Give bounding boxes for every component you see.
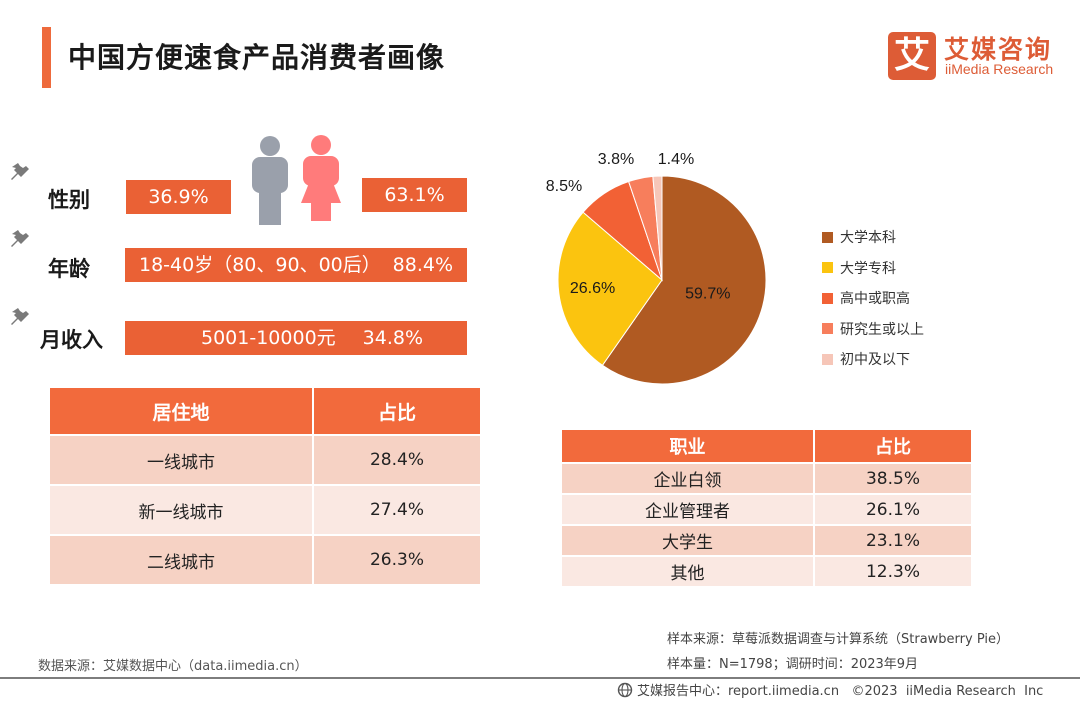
table-row: 大学生 23.1% <box>562 526 971 555</box>
iimedia-logo: 艾 艾媒咨询 iiMedia Research <box>888 32 1068 82</box>
data-source-note: 数据来源：艾媒数据中心（data.iimedia.cn） <box>38 659 308 674</box>
legend-label: 初中及以下 <box>840 352 910 369</box>
age-bar: 18-40岁（80、90、00后） 88.4% <box>125 248 467 282</box>
male-percentage-bar: 36.9% <box>126 180 231 214</box>
table-row: 其他 12.3% <box>562 557 971 586</box>
female-percentage-bar: 63.1% <box>362 178 467 212</box>
legend-swatch <box>822 353 833 365</box>
pie-slice-2 <box>557 211 663 366</box>
occupation-share: 23.1% <box>815 526 971 555</box>
pushpin-icon <box>11 308 29 325</box>
logo-en-text: iiMedia Research <box>945 61 1054 77</box>
residence-share: 26.3% <box>314 536 480 584</box>
title-accent-bar <box>42 27 51 88</box>
occupation-name: 企业管理者 <box>562 495 813 524</box>
pushpin-icon <box>11 230 29 247</box>
residence-header-share: 占比 <box>314 388 480 434</box>
logo-cn-text: 艾媒咨询 <box>944 35 1053 64</box>
legend-item: 高中或职高 <box>822 283 924 314</box>
legend-item: 大学本科 <box>822 222 924 253</box>
age-percentage: 88.4% <box>392 254 453 276</box>
income-label: 月收入 <box>40 328 103 352</box>
table-row: 企业管理者 26.1% <box>562 495 971 524</box>
income-percentage: 34.8% <box>362 327 423 349</box>
occupation-header-job: 职业 <box>562 430 813 462</box>
copyright-line: 艾媒报告中心：report.iimedia.cn ©2023 iiMedia R… <box>617 680 1043 699</box>
residence-header-location: 居住地 <box>50 388 312 434</box>
table-row: 二线城市 26.3% <box>50 536 480 584</box>
legend-swatch <box>822 262 833 274</box>
legend-item: 大学专科 <box>822 253 924 284</box>
page-title: 中国方便速食产品消费者画像 <box>68 41 446 74</box>
sample-source-note: 样本来源：草莓派数据调查与计算系统（Strawberry Pie） <box>667 632 1009 647</box>
legend-swatch <box>822 292 833 304</box>
legend-swatch <box>822 323 833 335</box>
occupation-name: 其他 <box>562 557 813 586</box>
pie-data-label: 8.5% <box>546 178 582 195</box>
footer-divider <box>0 677 1080 679</box>
residence-table: 居住地 占比 一线城市 28.4% 新一线城市 27.4% 二线城市 26.3% <box>48 386 482 586</box>
table-row: 新一线城市 27.4% <box>50 486 480 534</box>
residence-share: 28.4% <box>314 436 480 484</box>
table-row: 企业白领 38.5% <box>562 464 971 493</box>
legend-item: 研究生或以上 <box>822 314 924 345</box>
education-pie-chart: 59.7% 26.6% 8.5% 3.8% 1.4% <box>546 151 767 385</box>
table-row: 一线城市 28.4% <box>50 436 480 484</box>
pie-data-label: 1.4% <box>658 151 694 168</box>
age-range: 18-40岁（80、90、00后） <box>139 254 381 276</box>
residence-city: 一线城市 <box>50 436 312 484</box>
occupation-header-share: 占比 <box>815 430 971 462</box>
globe-icon <box>617 682 633 697</box>
pie-slice-1 <box>601 175 767 385</box>
residence-share: 27.4% <box>314 486 480 534</box>
pie-data-label: 59.7% <box>685 286 730 303</box>
male-figure-icon <box>252 136 288 225</box>
pie-data-label: 26.6% <box>570 280 615 297</box>
occupation-share: 26.1% <box>815 495 971 524</box>
occupation-share: 12.3% <box>815 557 971 586</box>
legend-label: 研究生或以上 <box>840 321 924 338</box>
copyright-text: 艾媒报告中心：report.iimedia.cn ©2023 iiMedia R… <box>637 684 1044 699</box>
gender-label: 性别 <box>48 188 90 212</box>
occupation-share: 38.5% <box>815 464 971 493</box>
occupation-name: 大学生 <box>562 526 813 555</box>
legend-label: 大学专科 <box>840 260 896 277</box>
legend-label: 大学本科 <box>840 230 896 247</box>
occupation-table: 职业 占比 企业白领 38.5% 企业管理者 26.1% 大学生 23.1% 其… <box>560 428 973 588</box>
legend-item: 初中及以下 <box>822 344 924 375</box>
residence-city: 二线城市 <box>50 536 312 584</box>
occupation-name: 企业白领 <box>562 464 813 493</box>
age-label: 年龄 <box>48 257 90 281</box>
sample-size-note: 样本量：N=1798；调研时间：2023年9月 <box>667 657 919 672</box>
legend-swatch <box>822 231 833 243</box>
pie-data-label: 3.8% <box>598 151 634 168</box>
income-bar: 5001-10000元 34.8% <box>125 321 467 355</box>
logo-mark: 艾 <box>888 32 936 80</box>
pie-legend: 大学本科 大学专科 高中或职高 研究生或以上 初中及以下 <box>822 222 924 375</box>
income-range: 5001-10000元 <box>201 327 336 349</box>
female-figure-icon <box>301 135 341 221</box>
pie-slice-5 <box>652 175 663 281</box>
legend-label: 高中或职高 <box>840 291 910 308</box>
residence-city: 新一线城市 <box>50 486 312 534</box>
pushpin-icon <box>11 163 29 180</box>
